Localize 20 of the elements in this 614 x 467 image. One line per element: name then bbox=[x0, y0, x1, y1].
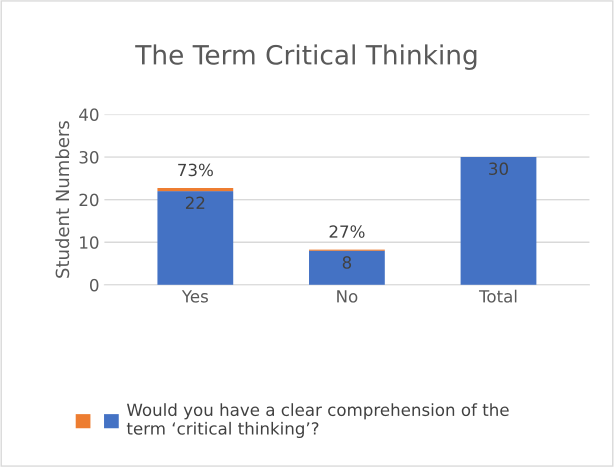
data-label: 8 bbox=[342, 256, 352, 269]
legend-label: Would you have a clear comprehension of the term ‘critical thinking’? bbox=[126, 403, 509, 438]
y-tick-label: 40 bbox=[79, 108, 98, 121]
x-tick-label: Total bbox=[478, 290, 516, 303]
y-tick-label: 0 bbox=[90, 278, 98, 292]
y-tick-label: 10 bbox=[80, 236, 98, 249]
y-tick-label: 30 bbox=[80, 150, 98, 164]
x-tick-label: No bbox=[337, 290, 358, 303]
y-axis-title: Student Numbers bbox=[55, 121, 70, 278]
data-label: 22 bbox=[186, 196, 204, 209]
bar bbox=[309, 250, 385, 285]
data-label: 27% bbox=[330, 225, 365, 238]
chart-title: The Term Critical Thinking bbox=[135, 44, 476, 70]
bar bbox=[157, 188, 234, 192]
bar bbox=[157, 191, 234, 285]
y-tick-label: 20 bbox=[80, 194, 98, 206]
x-tick-label: Yes bbox=[182, 290, 208, 303]
data-label: 73% bbox=[178, 164, 213, 176]
bar bbox=[460, 157, 536, 285]
data-label: 30 bbox=[489, 162, 508, 176]
